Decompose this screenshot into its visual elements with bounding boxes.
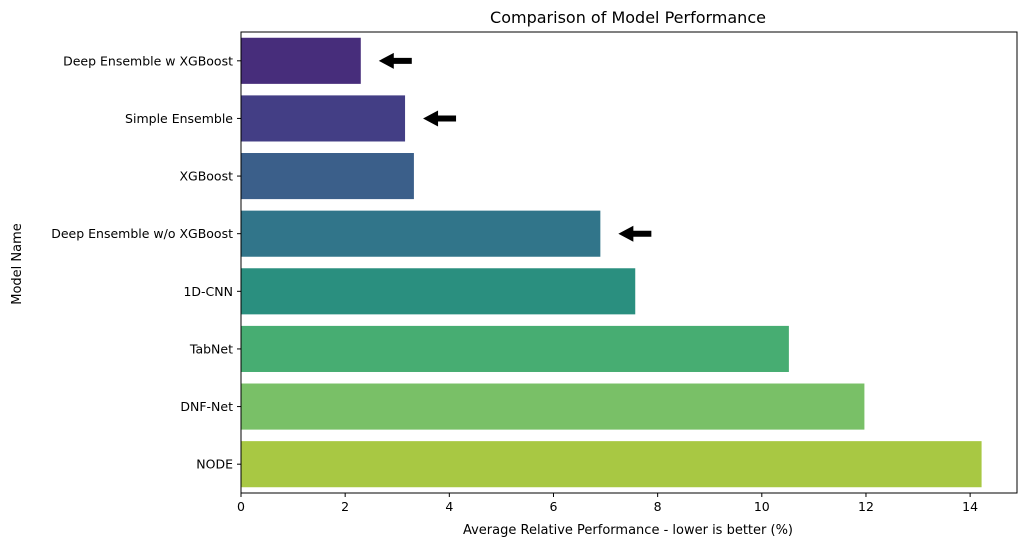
bar-xgboost	[241, 153, 414, 200]
y-axis-label: Model Name	[10, 223, 25, 305]
y-tick-label: NODE	[196, 457, 233, 472]
x-tick-label: 12	[858, 499, 874, 514]
y-tick-label: Simple Ensemble	[125, 111, 233, 126]
x-tick-label: 10	[754, 499, 770, 514]
bar-deep-ensemble-w-xgboost	[241, 37, 361, 84]
y-tick-label: DNF-Net	[180, 399, 233, 414]
bar-1d-cnn	[241, 268, 636, 315]
annotation-arrow-simple-ensemble	[423, 110, 457, 127]
x-tick-label: 4	[445, 499, 453, 514]
y-tick-label: Deep Ensemble w/o XGBoost	[51, 226, 233, 241]
y-tick-label: 1D-CNN	[183, 284, 233, 299]
bar-tabnet	[241, 325, 789, 372]
annotation-arrow-deep-ensemble-w-o-xgboost	[618, 225, 652, 242]
y-tick-label: TabNet	[189, 341, 233, 356]
chart-title: Comparison of Model Performance	[490, 8, 766, 27]
x-tick-label: 0	[237, 499, 245, 514]
bar-simple-ensemble	[241, 95, 406, 142]
plot-frame	[240, 31, 1018, 494]
bar-node	[241, 441, 982, 488]
x-axis-label: Average Relative Performance - lower is …	[463, 523, 793, 538]
y-tick-label: XGBoost	[179, 169, 233, 184]
plot-area: Deep Ensemble w XGBoost Simple Ensemble XG…	[51, 31, 1018, 514]
bar-deep-ensemble-w-o-xgboost	[241, 210, 601, 257]
bar-dnf-net	[241, 383, 865, 430]
annotation-arrow-deep-ensemble-w-xgboost	[378, 52, 412, 69]
x-tick-label: 14	[962, 499, 978, 514]
y-tick-label: Deep Ensemble w XGBoost	[63, 53, 233, 68]
x-tick-label: 6	[550, 499, 558, 514]
x-tick-label: 2	[341, 499, 349, 514]
x-tick-label: 8	[654, 499, 662, 514]
